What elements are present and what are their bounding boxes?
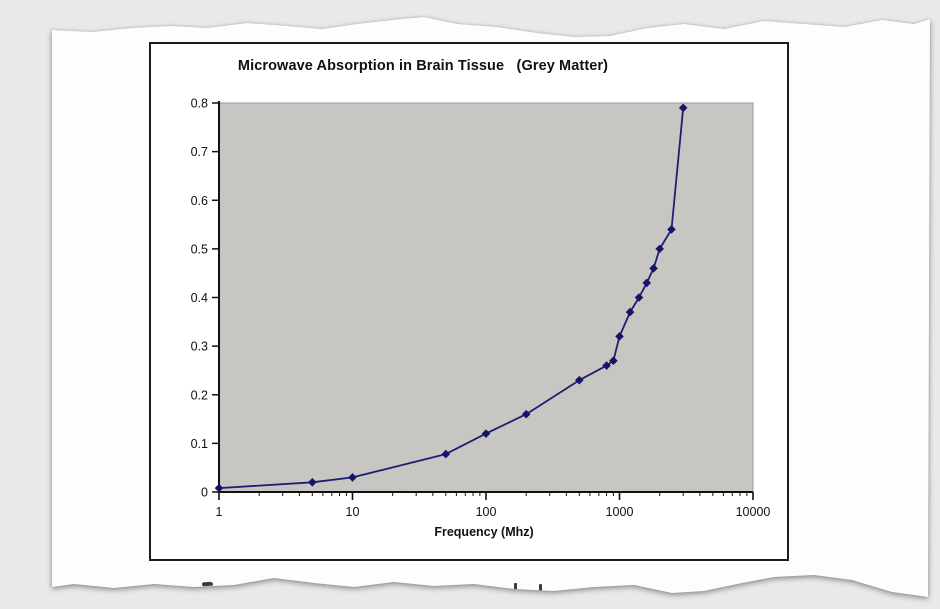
y-tick-label: 0.4 [191,291,208,305]
plot-area [218,102,754,493]
plot-canvas: 1 10 100 1000 10000 0 0.1 0.2 0.3 0.4 0.5 0.6 0.7 0.8 [191,97,771,520]
data-point-marker [214,483,224,493]
data-point-marker [678,103,688,113]
torn-text-fragment [201,581,214,587]
chart-title: Microwave Absorption in Brain Tissue (Gr… [237,58,609,74]
y-tick-label: 0.1 [191,437,208,451]
y-tick-label: 0.5 [191,242,208,256]
data-point-marker [481,429,491,438]
data-point-marker [609,356,618,366]
data-point-marker [625,307,635,317]
x-tick-label: 100 [476,505,497,519]
y-tick-label: 0.6 [191,194,208,208]
torn-paper: Microwave Absorption in Brain Tissue (Gr… [52,17,930,597]
data-point-marker [348,473,357,482]
chart-frame: Microwave Absorption in Brain Tissue (Gr… [149,42,789,561]
data-point-marker [667,225,676,234]
data-point-marker [308,477,317,487]
data-point-marker [575,375,584,385]
data-point-marker [649,264,658,273]
data-point-marker [602,361,611,370]
x-tick-label: 1 [216,505,223,519]
x-tick-label: 1000 [606,505,634,519]
y-tick-label: 0.2 [191,388,208,402]
y-tick-label: 0.8 [191,97,208,111]
y-tick-label: 0 [201,486,208,500]
x-tick-label: 10000 [736,505,771,519]
x-axis-title: Frequency (Mhz) [434,525,534,539]
data-point-marker [441,449,451,459]
x-tick-label: 10 [346,505,360,519]
data-point-marker [521,409,531,419]
data-point-marker [642,278,652,288]
torn-text-fragment [539,584,542,591]
y-tick-label: 0.3 [191,340,208,354]
data-point-marker [634,293,644,302]
y-tick-label: 0.7 [191,145,208,159]
torn-text-fragment [514,583,517,590]
